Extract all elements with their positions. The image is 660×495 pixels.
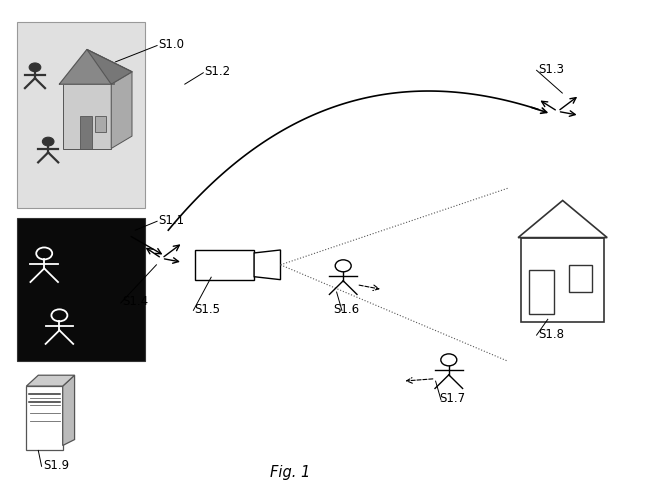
Bar (529, 270, 554, 314)
Text: S1.9: S1.9 (43, 459, 69, 472)
Text: Fig. 1: Fig. 1 (271, 465, 310, 480)
Text: S1.4: S1.4 (122, 296, 148, 308)
Bar (569, 265, 592, 292)
Polygon shape (63, 375, 75, 446)
Text: S1.1: S1.1 (158, 214, 185, 227)
Polygon shape (63, 84, 111, 148)
Text: S1.5: S1.5 (195, 303, 220, 316)
Polygon shape (26, 375, 75, 386)
Text: S1.8: S1.8 (538, 328, 564, 341)
Bar (26, 386, 63, 450)
Text: S1.2: S1.2 (205, 65, 231, 78)
Polygon shape (518, 200, 607, 238)
Polygon shape (111, 72, 132, 148)
Bar (521, 238, 604, 322)
Circle shape (29, 63, 41, 72)
Polygon shape (254, 250, 280, 280)
Text: S1.3: S1.3 (538, 63, 564, 76)
Bar (16, 218, 145, 361)
Text: S1.6: S1.6 (333, 303, 360, 316)
Bar (16, 22, 145, 208)
Circle shape (42, 137, 54, 146)
Polygon shape (59, 50, 115, 84)
Bar (80, 116, 92, 148)
Text: S1.0: S1.0 (158, 38, 184, 51)
Bar (95, 116, 106, 133)
Bar (195, 250, 254, 280)
Text: S1.7: S1.7 (439, 392, 465, 405)
Polygon shape (87, 50, 132, 84)
